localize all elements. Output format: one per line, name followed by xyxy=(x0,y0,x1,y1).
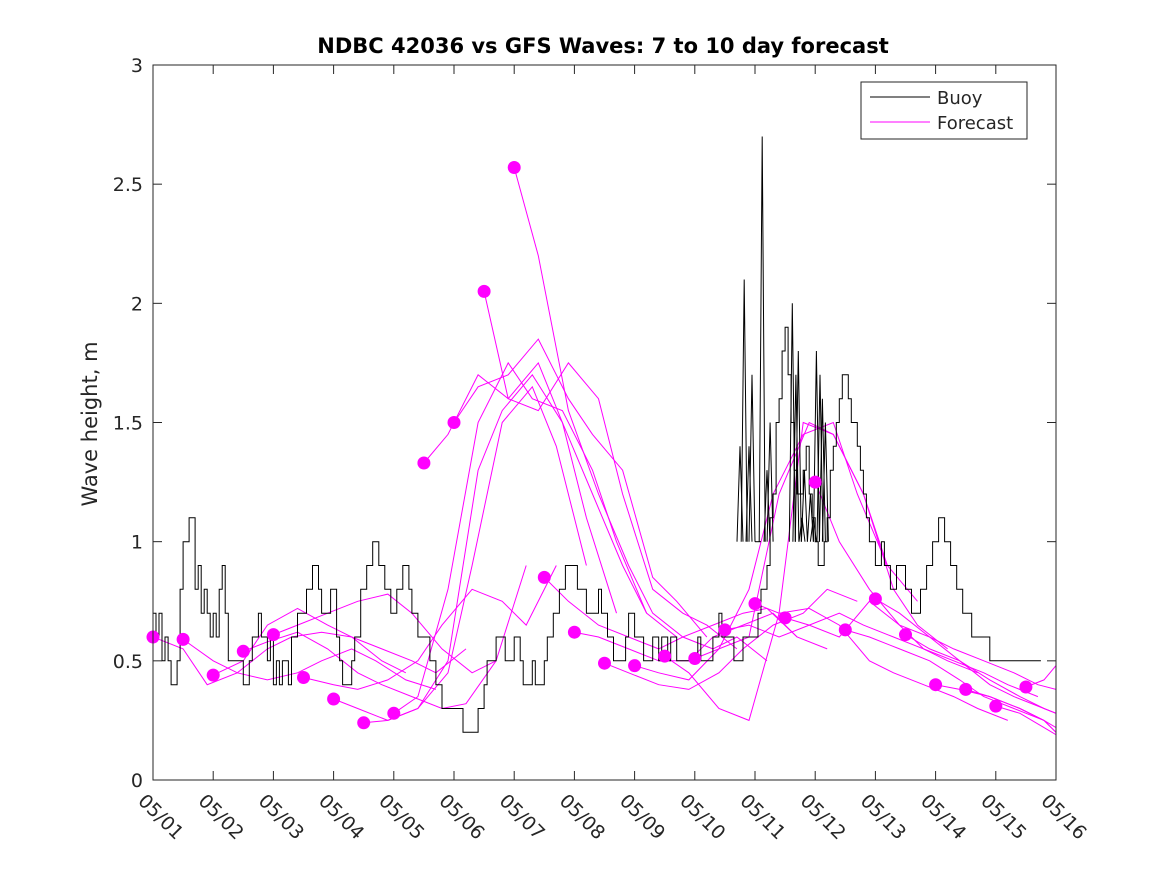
forecast-line xyxy=(965,688,1056,733)
forecast-start-marker xyxy=(899,628,912,642)
forecast-start-marker xyxy=(567,625,581,639)
buoy-spike xyxy=(748,374,756,542)
y-tick-label: 2 xyxy=(131,293,143,315)
forecast-line xyxy=(784,600,1039,698)
legend-forecast-label: Forecast xyxy=(937,113,1013,134)
legend-buoy-label: Buoy xyxy=(937,88,983,109)
buoy-line xyxy=(153,326,1041,733)
forecast-start-marker xyxy=(206,668,220,682)
forecast-line xyxy=(393,361,648,714)
forecast-series-group xyxy=(153,167,1056,736)
forecast-line xyxy=(243,631,497,710)
forecast-start-marker xyxy=(537,570,551,584)
forecast-line xyxy=(664,421,918,722)
forecast-line xyxy=(453,338,708,638)
buoy-spike xyxy=(818,398,826,542)
y-tick-label: 0 xyxy=(131,770,143,792)
buoy-spike xyxy=(745,446,753,542)
forecast-start-marker xyxy=(507,161,521,174)
forecast-line xyxy=(995,705,1056,736)
buoy-spike xyxy=(800,470,808,542)
chart-title: NDBC 42036 vs GFS Waves: 7 to 10 day for… xyxy=(317,34,888,58)
forecast-start-marker xyxy=(748,597,762,611)
forecast-start-marker xyxy=(176,632,190,646)
y-axis-label: Wave height, m xyxy=(78,341,102,506)
buoy-spike xyxy=(763,470,771,542)
forecast-start-marker xyxy=(929,678,943,692)
forecast-line xyxy=(905,634,1056,714)
forecast-line xyxy=(363,373,617,724)
forecast-start-marker xyxy=(297,671,310,684)
forecast-start-marker xyxy=(718,623,732,637)
forecast-line xyxy=(273,565,527,674)
forecast-start-marker xyxy=(357,716,371,730)
buoy-spike xyxy=(821,422,829,542)
forecast-line xyxy=(182,638,437,690)
forecast-start-marker xyxy=(688,652,702,665)
forecast-line xyxy=(212,607,467,676)
y-tick-label: 1 xyxy=(131,532,143,554)
y-tick-label: 0.5 xyxy=(113,651,143,673)
forecast-start-marker xyxy=(778,611,792,625)
forecast-line xyxy=(423,361,678,638)
forecast-start-marker xyxy=(989,699,1003,713)
y-tick-label: 2.5 xyxy=(113,174,143,196)
forecast-start-marker xyxy=(838,623,852,637)
forecast-start-marker xyxy=(598,656,611,670)
buoy-spike xyxy=(794,350,802,542)
forecast-line xyxy=(153,631,407,686)
forecast-start-marker xyxy=(236,644,250,658)
forecast-line xyxy=(724,612,978,674)
forecast-line xyxy=(483,291,738,650)
forecast-start-marker xyxy=(387,706,401,720)
legend-box xyxy=(860,81,1028,140)
forecast-line xyxy=(754,603,1008,721)
forecast-marker-group xyxy=(146,161,1033,730)
forecast-start-marker xyxy=(417,456,431,470)
buoy-spike xyxy=(758,136,766,542)
forecast-start-marker xyxy=(868,592,882,606)
forecast-start-marker xyxy=(1019,680,1033,694)
forecast-start-marker xyxy=(658,649,672,663)
buoy-spike xyxy=(740,279,748,542)
forecast-line xyxy=(604,588,858,690)
forecast-line xyxy=(814,481,1056,690)
forecast-start-marker xyxy=(447,416,461,429)
forecast-line xyxy=(333,385,587,721)
buoy-spike xyxy=(766,422,774,542)
forecast-line xyxy=(513,167,768,662)
legend: Buoy Forecast xyxy=(860,81,1028,140)
buoy-spike xyxy=(792,374,800,542)
forecast-line xyxy=(845,629,1056,729)
forecast-start-marker xyxy=(808,475,822,489)
y-tick-label: 1.5 xyxy=(113,413,143,435)
forecast-start-marker xyxy=(327,692,341,706)
forecast-start-marker xyxy=(628,659,642,673)
forecast-start-marker xyxy=(477,284,491,298)
forecast-start-marker xyxy=(959,682,973,696)
forecast-start-marker xyxy=(266,628,280,642)
buoy-series-group xyxy=(153,136,1041,733)
y-tick-label: 3 xyxy=(131,55,143,77)
